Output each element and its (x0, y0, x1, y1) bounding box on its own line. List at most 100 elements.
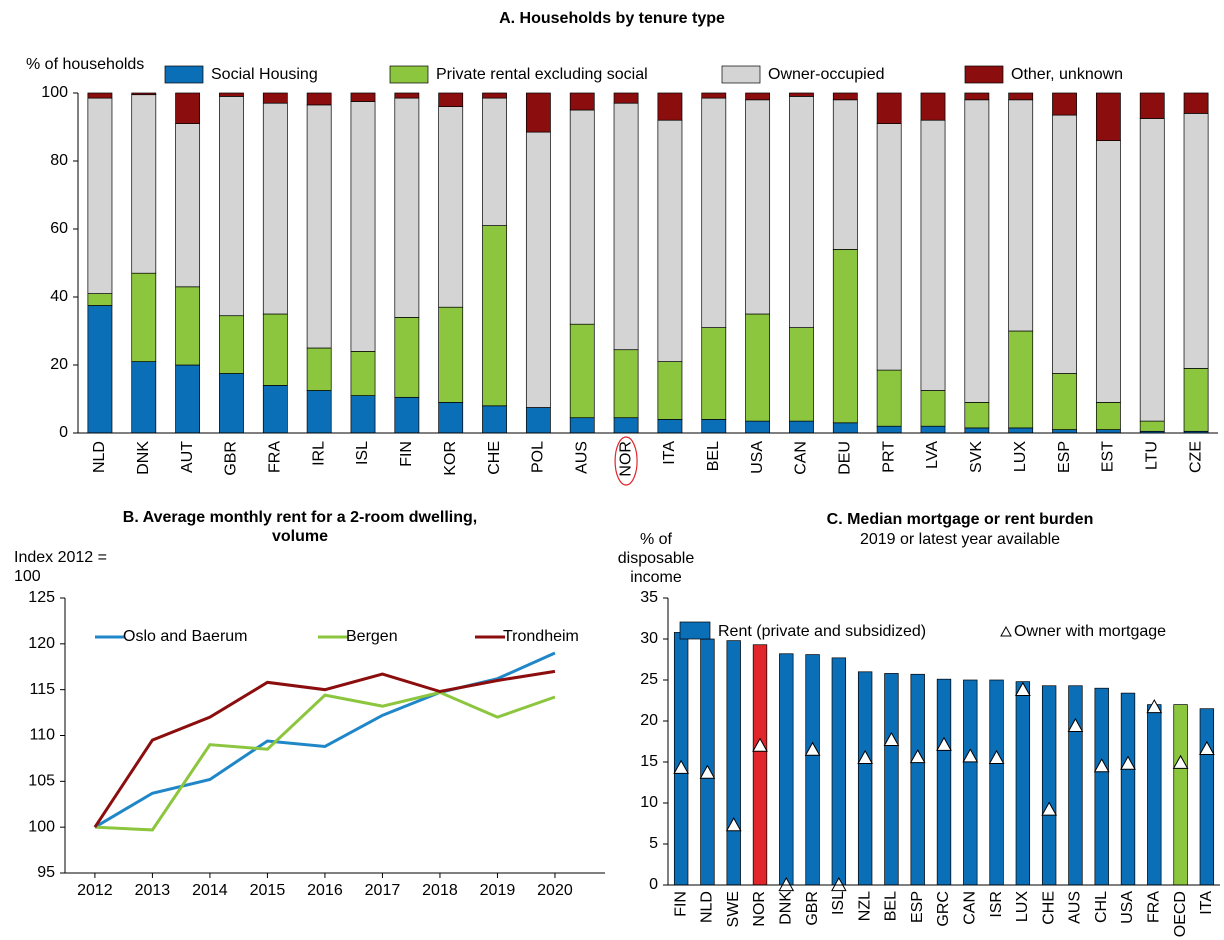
bar-segment (350, 92, 376, 102)
marker (1146, 699, 1163, 714)
x-tick-label: AUS (573, 441, 590, 474)
bar-segment (438, 402, 464, 434)
x-tick-label: ESP (1056, 441, 1073, 473)
bar-segment (87, 305, 113, 434)
bar (1147, 704, 1162, 886)
y-tick-label: 5 (649, 835, 658, 852)
bar-segment (1183, 92, 1209, 114)
bar-segment (876, 425, 902, 434)
marker (1172, 754, 1189, 769)
x-tick-label: 2016 (307, 882, 343, 899)
bar-segment (789, 420, 814, 434)
bar-segment (657, 119, 683, 362)
legend-label: Private rental excluding social (436, 66, 648, 83)
bar-segment (920, 119, 946, 391)
marker (1015, 681, 1031, 696)
bar-segment (482, 225, 507, 407)
bar-segment (482, 97, 507, 226)
bar-segment (920, 92, 946, 121)
x-tick-label: FIN (398, 441, 415, 467)
x-tick-label: EST (1100, 441, 1117, 472)
bar (831, 657, 847, 886)
x-tick-label: ITA (661, 441, 678, 465)
x-tick-label: OECD (1172, 891, 1189, 937)
bar-segment (262, 102, 288, 315)
bar-segment (131, 272, 157, 362)
y-axis-title: % of disposable income (617, 531, 695, 586)
bar-segment (745, 99, 771, 315)
bar-segment (219, 373, 244, 434)
bar-segment (789, 327, 814, 422)
bar-segment (745, 92, 771, 101)
bar-segment (876, 92, 902, 124)
bar-segment (1183, 113, 1209, 369)
bar-segment (832, 422, 858, 434)
bar (857, 671, 873, 886)
bar (1068, 685, 1083, 886)
x-tick-label: 2015 (250, 882, 286, 899)
x-tick-label: USA (1119, 891, 1136, 924)
bar-segment (1052, 92, 1077, 116)
x-tick-label: GRC (935, 891, 952, 927)
bar-segment (701, 327, 727, 420)
marker (804, 741, 821, 756)
legend-label: Bergen (346, 628, 398, 645)
line (94, 690, 556, 832)
x-tick-label: KOR (442, 441, 459, 476)
bar-segment (832, 99, 858, 250)
bar (779, 653, 794, 886)
bar-segment (394, 92, 420, 99)
marker (857, 749, 873, 764)
marker (909, 749, 926, 764)
bar-segment (219, 315, 244, 374)
legend-label: Owner-occupied (768, 66, 885, 83)
x-tick-label: NLD (91, 441, 108, 473)
chart-title: C. Median mortgage or rent burden (826, 511, 1094, 528)
bar-segment (1139, 118, 1165, 422)
bar-segment (438, 92, 464, 107)
bar-segment (657, 92, 683, 121)
bar-segment (701, 92, 727, 99)
bar-segment (876, 369, 902, 427)
bar-segment (525, 407, 551, 434)
y-tick-label: 40 (50, 288, 68, 305)
y-tick-label: 115 (29, 681, 55, 698)
bar-segment (613, 92, 639, 104)
bar-segment (525, 92, 551, 133)
x-tick-label: NLD (699, 891, 716, 923)
bar-segment (131, 92, 157, 96)
bar-segment (701, 419, 727, 434)
marker (699, 764, 716, 779)
x-tick-label: SWE (725, 891, 742, 927)
bar (752, 644, 768, 886)
x-tick-label: LVA (924, 441, 941, 469)
x-tick-label: ESP (909, 891, 926, 923)
bar-segment (482, 405, 507, 434)
marker (725, 817, 742, 832)
highlight-ring (614, 436, 638, 486)
x-tick-label: 2019 (480, 882, 516, 899)
x-tick-label: ISL (354, 441, 371, 465)
y-tick-label: 95 (37, 864, 55, 881)
bar-segment (569, 323, 595, 419)
x-tick-label: BEL (705, 441, 722, 471)
y-tick-label: 0 (59, 424, 68, 441)
bar-segment (1139, 420, 1165, 432)
x-tick-label: 2013 (135, 882, 171, 899)
bar-segment (657, 419, 683, 434)
legend-label: Other, unknown (1011, 66, 1123, 83)
y-tick-label: 80 (50, 152, 68, 169)
bar-segment (175, 123, 201, 288)
bar-segment (394, 97, 420, 318)
x-tick-label: 2014 (192, 882, 228, 899)
bar-segment (394, 396, 420, 434)
bar-segment (964, 92, 990, 101)
marker (1120, 755, 1136, 770)
y-tick-label: 10 (640, 794, 658, 811)
legend-swatch (721, 65, 761, 84)
bar-segment (657, 361, 683, 420)
legend-swatch (1000, 625, 1012, 637)
y-tick-label: 100 (28, 818, 55, 835)
bar (936, 678, 952, 886)
bar-segment (613, 349, 639, 419)
